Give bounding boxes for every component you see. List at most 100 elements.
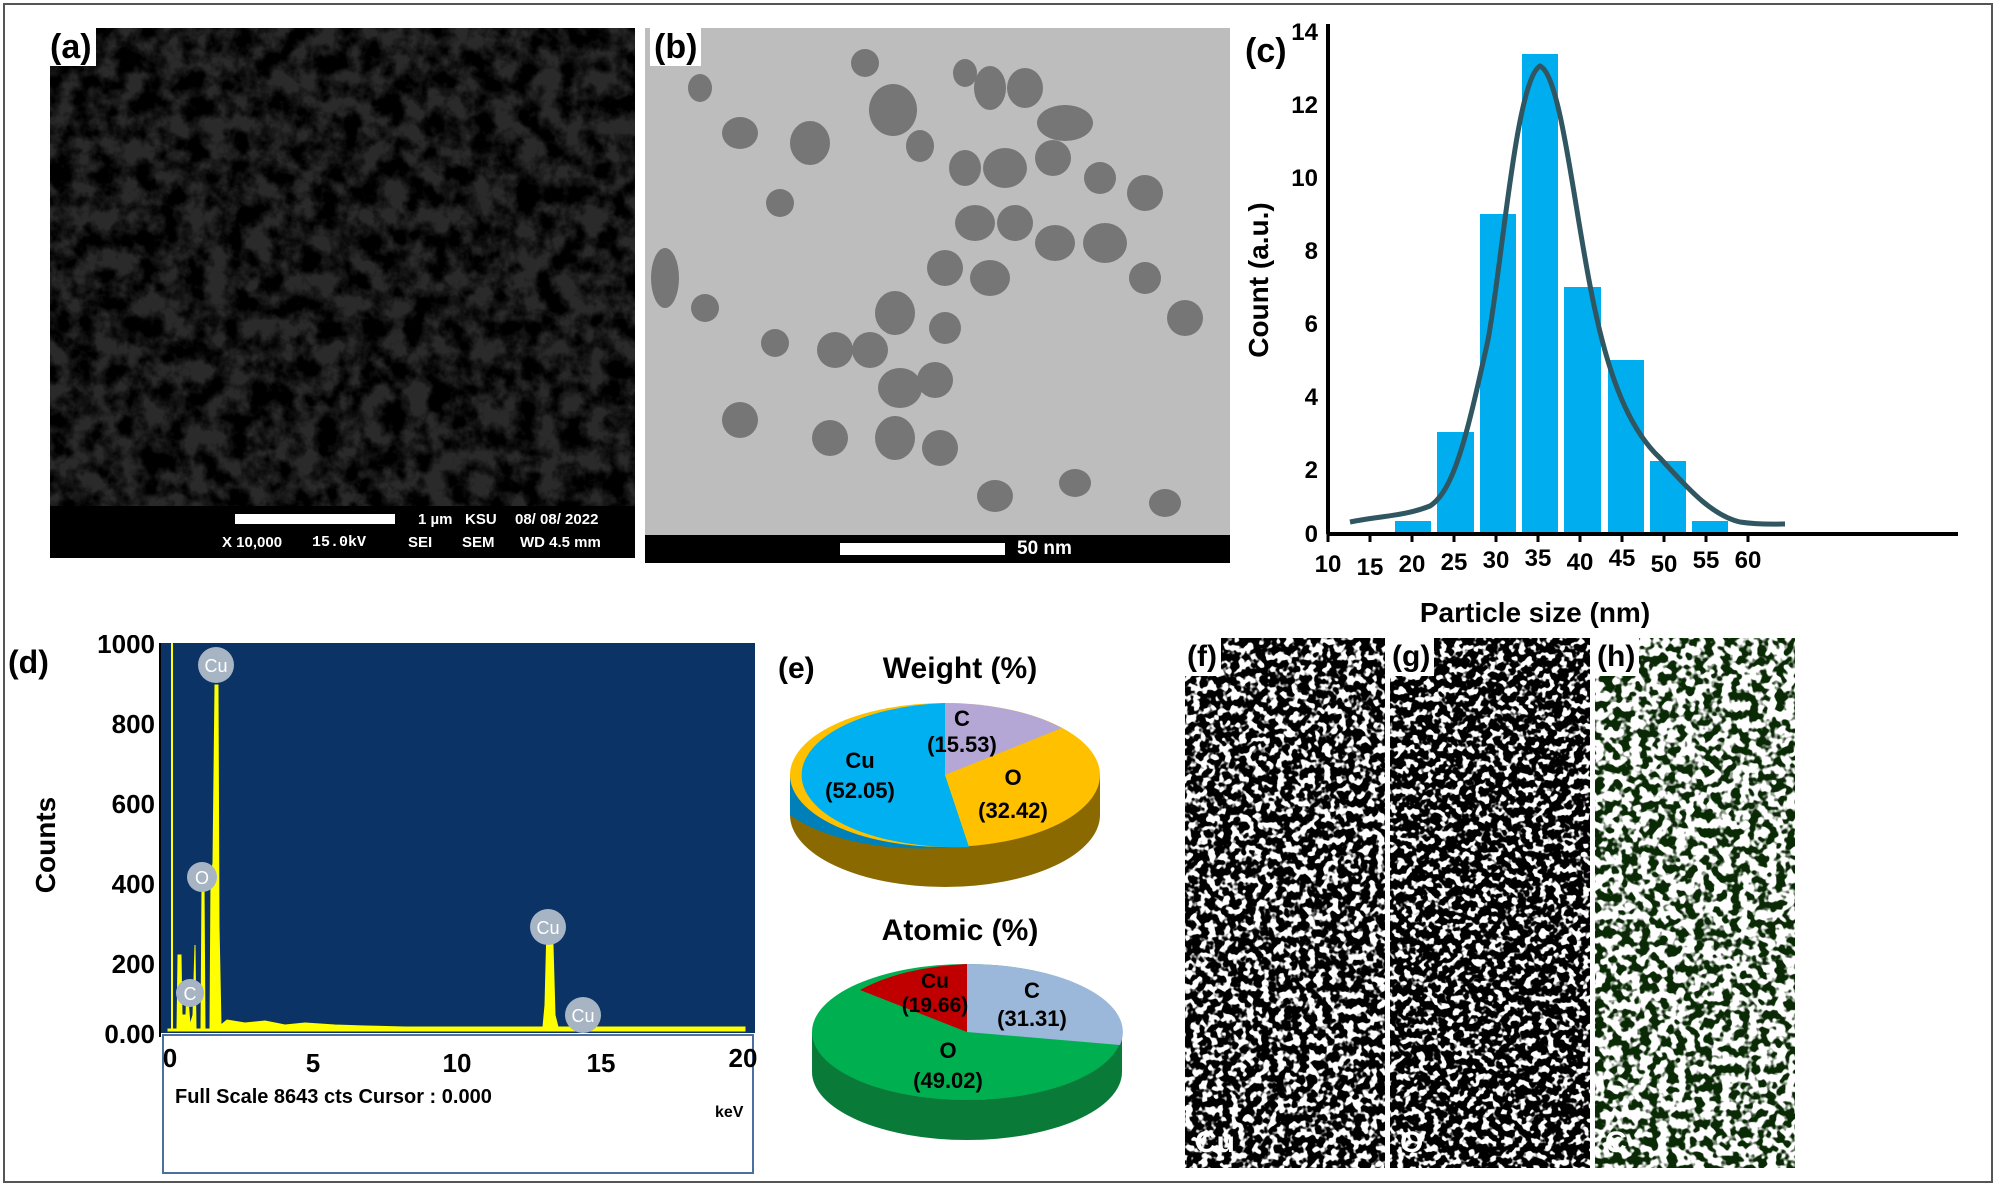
tem-scale-bar — [840, 543, 1005, 555]
figure-frame — [3, 3, 1993, 1183]
pie-charts: (e) Weight (%) Cu (52.05) C (15.53) O (3… — [778, 652, 1123, 1140]
eds-spectrum-line — [167, 643, 746, 1032]
panel-label-h: (h) — [1593, 638, 1640, 676]
svg-text:Cu: Cu — [536, 918, 559, 938]
c-map-label: C — [1605, 1126, 1627, 1159]
svg-text:10: 10 — [1315, 551, 1342, 578]
svg-text:35: 35 — [1525, 545, 1552, 572]
svg-text:55: 55 — [1693, 547, 1720, 574]
atomic-pie: Cu (19.66) C (31.31) O (49.02) — [812, 963, 1123, 1140]
panel-label-c: (c) — [1245, 32, 1287, 70]
eds-spectrum: (d) 1000 800 600 400 200 0.00 Counts Cu O C … — [5, 629, 760, 1180]
weight-pie: Cu (52.05) C (15.53) O (32.42) — [790, 703, 1100, 887]
tem-info-bar: 50 nm — [645, 535, 1230, 563]
svg-text:15: 15 — [587, 1048, 616, 1078]
sem-mode: SEM — [462, 534, 495, 551]
svg-text:(19.66): (19.66) — [902, 994, 969, 1017]
x-tick-labels: 10 15 20 25 30 35 40 45 50 55 60 — [1315, 545, 1762, 581]
svg-text:10: 10 — [1291, 165, 1318, 192]
eds-peak-labels: Cu O C Cu Cu — [176, 647, 601, 1033]
tem-image-panel: 50 nm — [645, 28, 1230, 563]
panel-label-e: (e) — [778, 652, 815, 685]
eds-y-axis-title: Counts — [30, 797, 61, 893]
svg-text:Cu: Cu — [921, 970, 949, 993]
eds-plot-area — [160, 643, 755, 1033]
sem-scale-bar — [235, 514, 395, 524]
svg-text:45: 45 — [1609, 545, 1636, 572]
svg-text:(31.31): (31.31) — [997, 1006, 1067, 1031]
svg-text:O: O — [1004, 765, 1021, 790]
eds-y-tick-labels: 1000 800 600 400 200 0.00 — [97, 629, 155, 1049]
svg-text:30: 30 — [1483, 547, 1510, 574]
svg-text:O: O — [195, 868, 209, 888]
svg-text:1000: 1000 — [97, 635, 155, 659]
svg-text:C: C — [184, 984, 197, 1004]
sem-magnification: X 10,000 — [222, 534, 283, 551]
svg-text:12: 12 — [1291, 92, 1318, 119]
eds-footer-text: Full Scale 8643 cts Cursor : 0.000 — [175, 1086, 492, 1108]
atomic-pie-title: Atomic (%) — [882, 914, 1039, 947]
eds-x-tick-labels: 0 5 10 15 20 — [163, 1043, 758, 1078]
svg-text:(52.05): (52.05) — [825, 778, 895, 803]
svg-text:10: 10 — [443, 1048, 472, 1078]
svg-text:(49.02): (49.02) — [913, 1068, 983, 1093]
svg-text:Cu: Cu — [204, 656, 227, 676]
panel-label-g: (g) — [1388, 638, 1435, 676]
svg-text:C: C — [1024, 978, 1040, 1003]
svg-text:60: 60 — [1735, 547, 1762, 574]
tem-scale-label: 50 nm — [1017, 538, 1072, 559]
svg-text:(32.42): (32.42) — [978, 798, 1048, 823]
c-element-map: C — [1595, 638, 1795, 1168]
peak-marker-c — [176, 979, 204, 1007]
panel-label-f: (f) — [1183, 638, 1221, 676]
svg-text:800: 800 — [112, 709, 155, 739]
panel-label-a: (a) — [46, 28, 96, 66]
eds-footer-box — [162, 1034, 754, 1174]
svg-text:8: 8 — [1305, 238, 1318, 265]
y-axis-title: Count (a.u.) — [1243, 202, 1274, 358]
svg-text:50: 50 — [1651, 551, 1678, 578]
svg-text:200: 200 — [112, 949, 155, 979]
svg-text:6: 6 — [1305, 311, 1318, 338]
panel-label-d: (d) — [8, 644, 49, 680]
svg-text:(15.53): (15.53) — [927, 732, 997, 757]
particle-size-histogram: (c) 14 12 10 8 6 4 2 0 10 15 2 — [1240, 10, 1990, 630]
svg-text:20: 20 — [729, 1043, 758, 1073]
histogram-chart: (c) 14 12 10 8 6 4 2 0 10 15 2 — [1243, 19, 1958, 628]
svg-text:4: 4 — [1305, 384, 1319, 411]
histogram-bars — [1395, 54, 1728, 534]
x-ticks — [1326, 534, 1750, 542]
peak-marker-cu-kb — [565, 997, 601, 1033]
y-tick-labels: 14 12 10 8 6 4 2 0 — [1291, 19, 1318, 548]
svg-text:O: O — [939, 1038, 956, 1063]
svg-text:2: 2 — [1305, 457, 1318, 484]
peak-marker-cu-ka — [530, 909, 566, 945]
composition-pies: (e) Weight (%) Cu (52.05) C (15.53) O (3… — [770, 640, 1150, 1180]
svg-text:15: 15 — [1357, 554, 1384, 581]
svg-text:0: 0 — [163, 1043, 177, 1073]
svg-text:0: 0 — [1305, 521, 1318, 548]
o-map-label: O — [1400, 1126, 1424, 1159]
sem-scale-label: 1 µm — [418, 511, 453, 528]
svg-text:5: 5 — [306, 1048, 320, 1078]
peak-marker-o — [187, 862, 217, 892]
sem-lab-label: KSU — [465, 511, 497, 528]
cu-element-map: Cu — [1185, 638, 1385, 1168]
svg-text:400: 400 — [112, 869, 155, 899]
sem-detector: SEI — [408, 534, 433, 551]
svg-text:40: 40 — [1567, 549, 1594, 576]
fit-curve — [1349, 63, 1786, 527]
sem-date: 08/ 08/ 2022 — [515, 511, 599, 528]
svg-text:14: 14 — [1291, 19, 1318, 46]
sem-working-distance: WD 4.5 mm — [520, 534, 601, 551]
svg-text:0.00: 0.00 — [104, 1019, 155, 1049]
svg-text:Cu: Cu — [845, 748, 874, 773]
sem-info-bar: 1 µm KSU 08/ 08/ 2022 X 10,000 15.0kV SE… — [50, 506, 635, 558]
sem-image-panel: 1 µm KSU 08/ 08/ 2022 X 10,000 15.0kV SE… — [50, 28, 635, 558]
sem-texture — [50, 28, 635, 506]
sem-voltage: 15.0kV — [312, 534, 367, 551]
cu-map-label: Cu — [1195, 1126, 1235, 1159]
svg-text:Cu: Cu — [571, 1006, 594, 1026]
svg-text:C: C — [954, 706, 970, 731]
